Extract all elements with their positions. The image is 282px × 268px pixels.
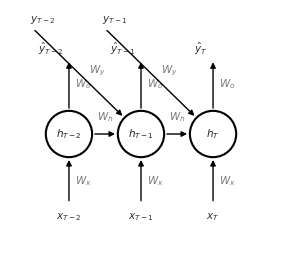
Circle shape [190, 111, 236, 157]
Text: $\hat{y}_T$: $\hat{y}_T$ [195, 40, 208, 57]
Text: $x_T$: $x_T$ [206, 211, 220, 223]
Circle shape [118, 111, 164, 157]
Text: $\hat{y}_{T-1}$: $\hat{y}_{T-1}$ [110, 40, 136, 57]
Text: $h_T$: $h_T$ [206, 127, 220, 141]
Text: $W_h$: $W_h$ [169, 110, 185, 124]
Text: $W_x$: $W_x$ [75, 175, 92, 188]
Text: $W_o$: $W_o$ [147, 77, 164, 91]
Text: $\hat{y}_{T-2}$: $\hat{y}_{T-2}$ [38, 40, 64, 57]
Text: $W_o$: $W_o$ [219, 77, 236, 91]
Text: $y_{T-2}$: $y_{T-2}$ [30, 14, 56, 26]
Text: $W_y$: $W_y$ [161, 64, 178, 78]
Text: $W_y$: $W_y$ [89, 64, 106, 78]
Text: $h_{T-2}$: $h_{T-2}$ [56, 127, 82, 141]
Circle shape [46, 111, 92, 157]
Text: $W_x$: $W_x$ [219, 175, 236, 188]
Text: $x_{T-2}$: $x_{T-2}$ [56, 211, 82, 223]
Text: $W_o$: $W_o$ [75, 77, 92, 91]
Text: $x_{T-1}$: $x_{T-1}$ [128, 211, 154, 223]
Text: $W_h$: $W_h$ [97, 110, 113, 124]
Text: $y_{T-1}$: $y_{T-1}$ [102, 14, 128, 26]
Text: $h_{T-1}$: $h_{T-1}$ [128, 127, 154, 141]
Text: $W_x$: $W_x$ [147, 175, 164, 188]
